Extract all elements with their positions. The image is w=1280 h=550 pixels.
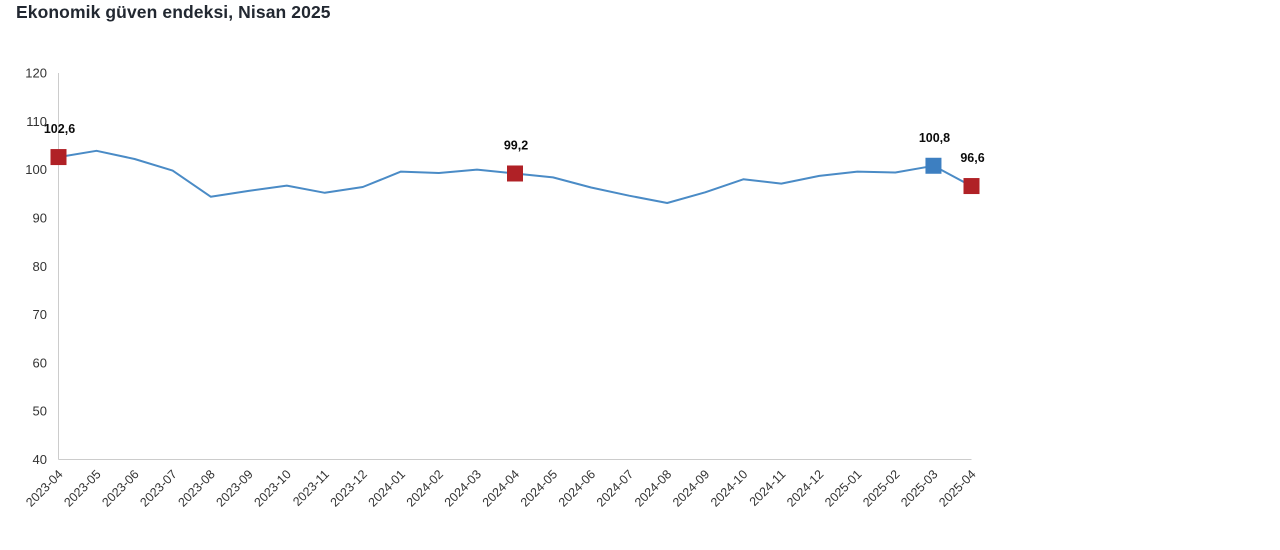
x-axis-label: 2023-05 xyxy=(61,467,103,509)
x-axis-label: 2025-04 xyxy=(936,467,978,509)
x-axis-label: 2024-09 xyxy=(670,467,712,509)
x-axis-label: 2023-10 xyxy=(252,467,294,509)
data-marker[interactable] xyxy=(925,157,942,174)
x-axis-label: 2024-12 xyxy=(784,467,826,509)
y-axis-label: 60 xyxy=(33,355,47,370)
x-axis-label: 2024-10 xyxy=(708,467,750,509)
x-axis-label: 2023-07 xyxy=(137,467,179,509)
y-axis-label: 110 xyxy=(26,114,47,129)
x-axis-label: 2024-06 xyxy=(556,467,598,509)
x-axis-label: 2024-03 xyxy=(442,467,484,509)
y-axis-label: 100 xyxy=(25,162,47,177)
data-label: 102,6 xyxy=(44,122,75,136)
y-axis-label: 120 xyxy=(25,66,47,81)
data-label: 99,2 xyxy=(504,138,528,152)
y-axis-label: 80 xyxy=(33,259,47,274)
x-axis-label: 2023-08 xyxy=(175,467,217,509)
y-axis-label: 90 xyxy=(33,210,47,225)
y-axis-label: 70 xyxy=(33,307,47,322)
data-marker[interactable] xyxy=(963,178,980,195)
x-axis-label: 2023-06 xyxy=(99,467,141,509)
x-axis-label: 2023-04 xyxy=(23,467,65,509)
x-axis-label: 2024-07 xyxy=(594,467,636,509)
x-axis-label: 2023-11 xyxy=(290,467,332,509)
data-marker[interactable] xyxy=(507,165,523,182)
x-axis-label: 2024-02 xyxy=(404,467,446,509)
y-axis-label: 40 xyxy=(33,452,47,467)
data-marker[interactable] xyxy=(50,149,67,166)
chart-title: Ekonomik güven endeksi, Nisan 2025 xyxy=(16,2,331,22)
x-axis-label: 2025-01 xyxy=(822,467,864,509)
x-axis-label: 2024-08 xyxy=(632,467,674,509)
data-label: 100,8 xyxy=(919,131,950,145)
x-axis-label: 2024-01 xyxy=(366,467,408,509)
x-axis-label: 2024-04 xyxy=(480,467,522,509)
x-axis-label: 2025-03 xyxy=(898,467,940,509)
x-axis-label: 2025-02 xyxy=(860,467,902,509)
y-axis-label: 50 xyxy=(33,404,47,419)
x-axis-label: 2023-12 xyxy=(328,467,370,509)
x-axis-label: 2024-11 xyxy=(747,467,789,509)
x-axis-label: 2024-05 xyxy=(518,467,560,509)
x-axis-label: 2023-09 xyxy=(213,467,255,509)
data-label: 96,6 xyxy=(960,151,984,165)
